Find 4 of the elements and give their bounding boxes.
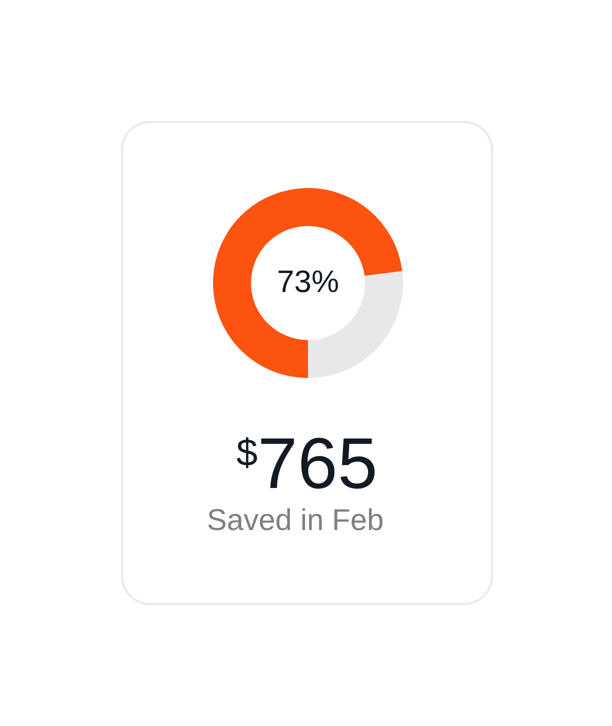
text: $765 [236,424,378,504]
donut-slice [213,188,402,378]
text: Saved in Feb [206,504,384,537]
data-label: 73% [276,264,340,299]
